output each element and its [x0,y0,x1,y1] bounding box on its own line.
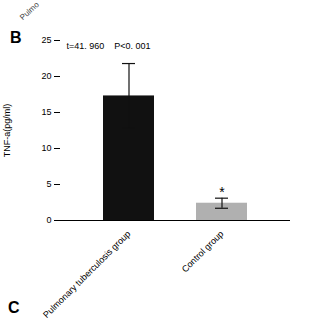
html-text:Pulmo: Pulmo [18,0,41,22]
svg-text:0: 0 [46,215,51,225]
svg-text:10: 10 [41,143,51,153]
svg-text:Control group: Control group [180,229,226,275]
svg-text:5: 5 [46,179,51,189]
svg-text:25: 25 [41,35,51,45]
html-text:C: C [8,299,20,316]
svg-text:TNF-a(pg/ml): TNF-a(pg/ml) [2,104,12,158]
html-text:B: B [10,29,22,46]
svg-text:t=41. 960 P<0. 001: t=41. 960 P<0. 001 [67,41,151,51]
svg-text:*: * [219,184,225,200]
svg-text:15: 15 [41,107,51,117]
svg-text:20: 20 [41,71,51,81]
svg-text:Pulmonary tuberculosis group: Pulmonary tuberculosis group [41,229,132,320]
